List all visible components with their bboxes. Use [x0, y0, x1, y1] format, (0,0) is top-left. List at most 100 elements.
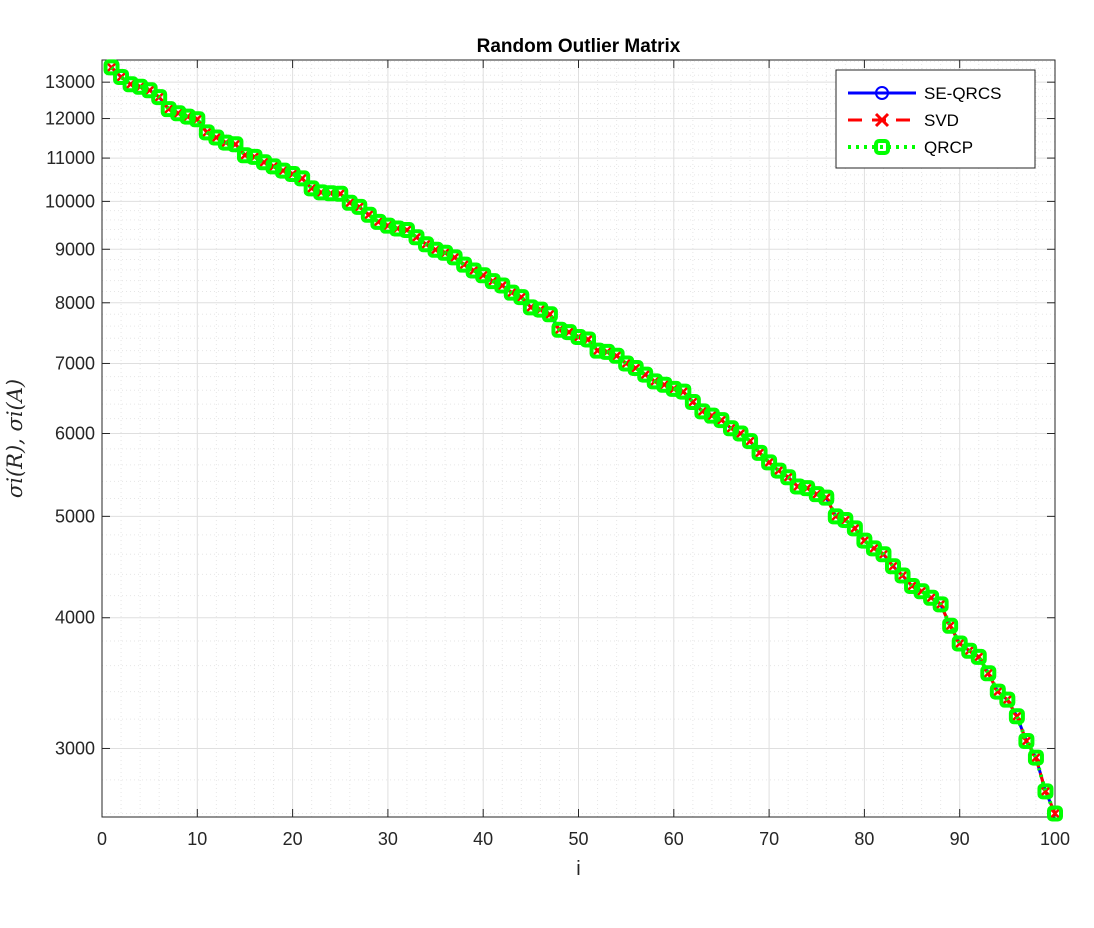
x-tick-label: 30 — [378, 829, 398, 849]
axis-ticks: 0 10 20 30 40 50 60 70 80 90 100 3000 4000 5000 6000 70… — [45, 60, 1070, 849]
legend-marker-x — [874, 112, 890, 128]
chart-title: Random Outlier Matrix — [477, 36, 681, 57]
x-tick-label: 80 — [854, 829, 874, 849]
qrcp-marker — [818, 489, 835, 506]
qrcp-marker — [227, 136, 244, 153]
qrcp-marker — [713, 412, 730, 429]
y-tick-label: 7000 — [55, 353, 95, 373]
qrcp-marker — [570, 328, 587, 345]
qrcp-marker — [684, 394, 701, 411]
major-grid — [101, 60, 1056, 817]
y-tick-label: 8000 — [55, 293, 95, 313]
qrcp-marker — [780, 469, 797, 486]
qrcp-marker — [980, 665, 997, 682]
x-tick-label: 70 — [759, 829, 779, 849]
qrcp-marker — [970, 648, 987, 665]
qrcp-marker — [189, 111, 206, 128]
qrcp-marker — [332, 185, 349, 202]
legend-box — [835, 69, 1036, 169]
legend-marker-circle — [875, 86, 889, 100]
y-tick-label: 3000 — [55, 738, 95, 758]
qrcp-marker — [379, 217, 396, 234]
qrcp-marker — [522, 299, 539, 316]
legend-entry-svd: SVD — [848, 111, 959, 130]
qrcp-marker — [541, 306, 558, 323]
qrcp-marker — [742, 433, 759, 450]
qrcp-marker — [170, 105, 187, 122]
legend-entry-se-qrcs: SE-QRCS — [848, 84, 1001, 103]
legend-label: SE-QRCS — [924, 84, 1001, 103]
x-tick-label: 10 — [187, 829, 207, 849]
qrcp-marker — [122, 76, 139, 93]
series-line-qrcp — [110, 65, 1057, 815]
legend-marker-square — [874, 139, 890, 155]
qrcp-marker — [989, 683, 1006, 700]
qrcp-marker — [217, 134, 234, 151]
qrcp-marker — [236, 147, 253, 164]
qrcp-marker — [665, 380, 682, 397]
qrcp-marker — [751, 444, 768, 461]
qrcp-marker — [551, 321, 568, 338]
qrcp-marker — [103, 59, 120, 76]
qrcp-marker — [1008, 708, 1025, 725]
y-tick-label: 9000 — [55, 239, 95, 259]
qrcp-marker — [313, 184, 330, 201]
qrcp-marker — [646, 373, 663, 390]
svd-marker — [1030, 751, 1042, 764]
qrcp-marker — [1027, 749, 1044, 766]
x-axis-label: i — [576, 858, 580, 880]
x-tick-label: 100 — [1040, 829, 1070, 849]
x-tick-label: 40 — [473, 829, 493, 849]
qrcp-marker — [827, 508, 844, 525]
y-tick-label: 5000 — [55, 506, 95, 526]
series-line-se-qrcs — [110, 66, 1057, 815]
qrcp-marker — [513, 289, 530, 306]
qrcp-marker — [808, 486, 825, 503]
qrcp-marker — [837, 511, 854, 528]
x-tick-label: 50 — [568, 829, 588, 849]
x-tick-label: 20 — [283, 829, 303, 849]
qrcp-marker — [589, 342, 606, 359]
y-tick-label: 11000 — [46, 148, 95, 168]
y-axis-label: σi(R), σi(A) — [3, 379, 27, 498]
qrcp-marker — [294, 170, 311, 187]
qrcp-marker — [1037, 783, 1054, 800]
series-line-svd — [110, 66, 1057, 815]
qrcp-marker — [275, 162, 292, 179]
qrcp-marker — [132, 78, 149, 95]
qrcp-marker — [322, 185, 339, 202]
legend-label: SVD — [924, 111, 959, 130]
qrcp-marker — [846, 520, 863, 537]
qrcp-marker — [1018, 732, 1035, 749]
qrcp-marker — [370, 213, 387, 230]
y-tick-label: 10000 — [45, 191, 95, 211]
qrcp-marker — [894, 567, 911, 584]
qrcp-marker — [932, 596, 949, 613]
qrcp-marker — [999, 691, 1016, 708]
qrcp-marker — [179, 108, 196, 125]
legend: SE-QRCS SVD QRCP — [835, 69, 1036, 169]
x-tick-label: 90 — [950, 829, 970, 849]
qrcp-marker — [875, 546, 892, 563]
qrcp-marker — [789, 478, 806, 495]
qrcp-marker — [1047, 805, 1063, 822]
y-tick-label: 12000 — [45, 109, 95, 129]
x-tick-label: 0 — [97, 829, 107, 849]
series-layer — [103, 59, 1063, 822]
x-tick-label: 60 — [664, 829, 684, 849]
qrcp-marker — [580, 331, 597, 348]
qrcp-marker — [761, 454, 778, 471]
qrcp-marker — [427, 241, 444, 258]
y-tick-label: 13000 — [45, 72, 95, 92]
qrcp-marker — [884, 558, 901, 575]
qrcp-marker — [599, 343, 616, 360]
y-tick-label: 4000 — [55, 608, 95, 628]
qrcp-marker — [151, 89, 168, 106]
legend-label: QRCP — [924, 138, 973, 157]
qrcp-marker — [389, 220, 406, 237]
qrcp-marker — [942, 617, 959, 634]
qrcp-marker — [675, 383, 692, 400]
legend-entry-qrcp: QRCP — [848, 138, 973, 157]
